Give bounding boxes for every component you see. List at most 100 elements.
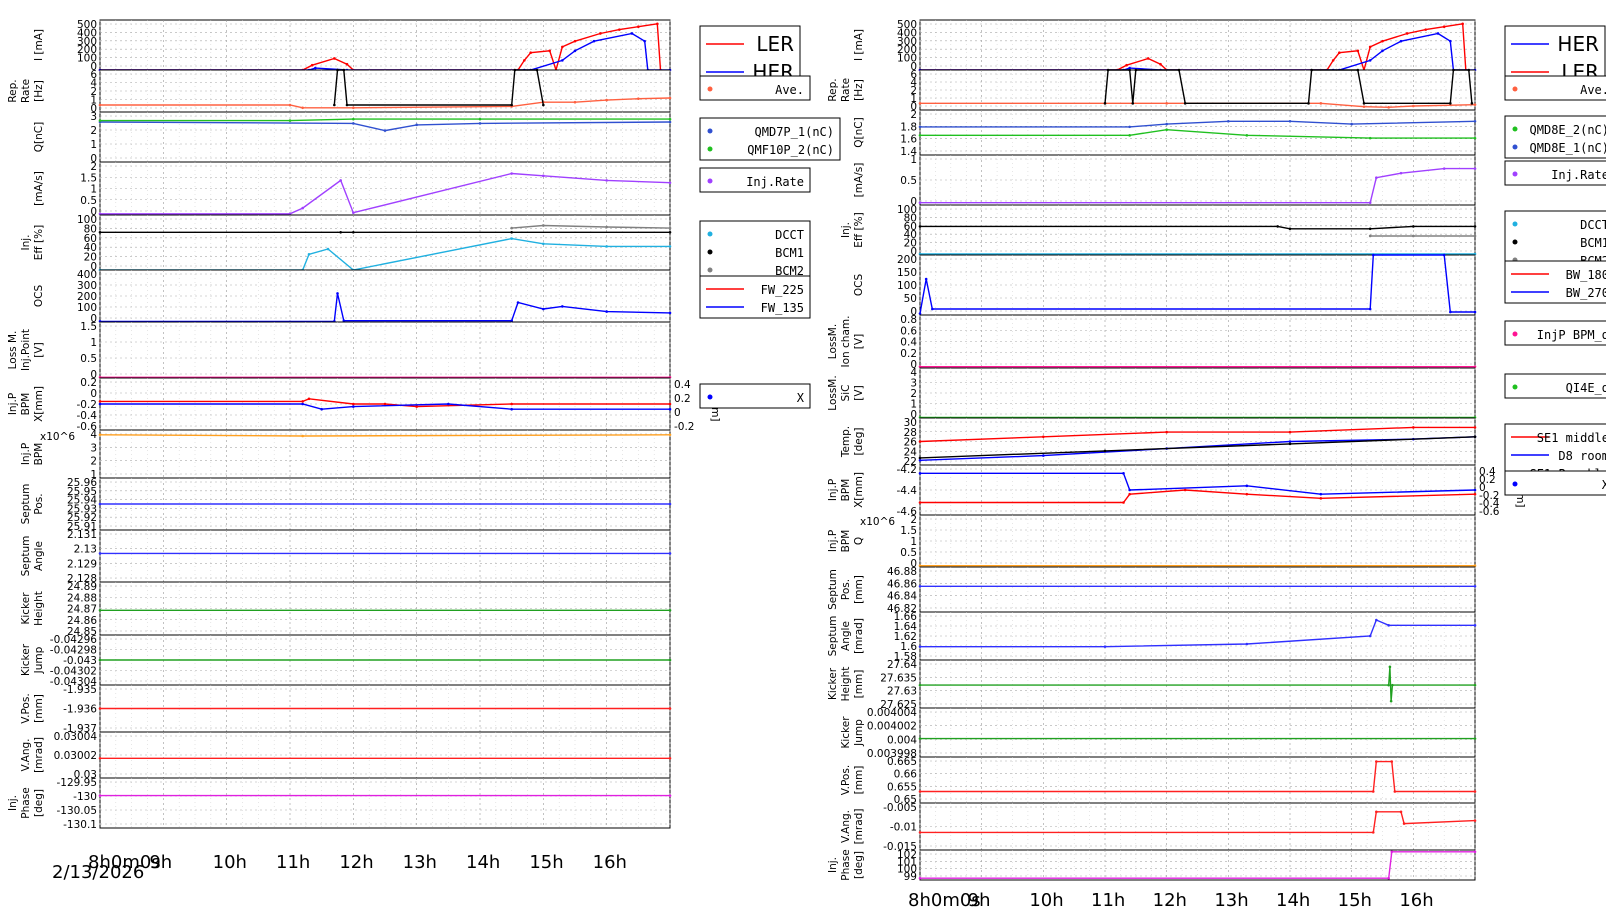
data-point <box>1467 68 1471 72</box>
y-tick-label: 200 <box>77 291 97 303</box>
y-tick-label: 46.88 <box>887 566 917 578</box>
y-tick-label: 80 <box>84 223 97 235</box>
legend-label: BW_180 <box>1566 268 1606 282</box>
y-tick-label: 24.89 <box>67 581 97 593</box>
legend-label: LER <box>756 32 794 56</box>
series-qmd8e-2 <box>920 128 1475 139</box>
legend-box <box>1504 373 1606 399</box>
y-axis-label: Inj. <box>20 234 32 250</box>
y-tick-label: 0.4 <box>900 337 917 349</box>
legend-marker <box>707 86 713 92</box>
x-tick-label: 14h <box>466 852 500 873</box>
series-vp <box>920 760 1475 793</box>
data-point <box>516 301 520 304</box>
y-tick-label: 0.5 <box>900 175 917 187</box>
y-tick-label: 0 <box>910 101 917 113</box>
y-tick-label: 0.66 <box>894 769 918 781</box>
y2-tick-label: 0.4 <box>674 379 691 391</box>
data-point <box>1449 102 1452 105</box>
y-axis-label: Pos. <box>33 493 45 514</box>
data-point <box>1165 430 1168 434</box>
data-point <box>668 794 672 797</box>
data-point <box>1473 564 1477 567</box>
y-tick-label: -0.01 <box>890 822 917 834</box>
data-point <box>1473 488 1477 492</box>
y-tick-label: 2.13 <box>74 544 97 556</box>
panel-injrate: 21.510.50 [mA/s] Inj.Rate <box>33 161 811 218</box>
data-point <box>918 645 922 648</box>
data-point <box>339 179 342 182</box>
data-point <box>1159 62 1162 66</box>
legend-box <box>1504 320 1606 346</box>
data-point <box>1319 102 1323 105</box>
y-axis-label: LossM. <box>827 375 839 410</box>
y-axis-label: V.Pos. <box>20 693 32 723</box>
y-tick-label: -0.4 <box>77 410 98 422</box>
y-axis-label: Inj.P <box>20 443 32 465</box>
data-point <box>352 402 355 406</box>
y-tick-label: 0.8 <box>900 314 917 326</box>
data-point <box>339 230 342 234</box>
x-tick-label: 12h <box>339 852 373 873</box>
scale-note: x10^6 <box>860 516 895 528</box>
legend-marker <box>707 128 713 134</box>
legend-box <box>699 275 811 319</box>
y-axis-label: [mrad] <box>853 618 865 654</box>
y-axis-label: Q[nC] <box>33 122 45 152</box>
data-point <box>1338 51 1341 54</box>
y-tick-label: 0 <box>910 196 917 208</box>
panel-injrate: 1 0.5 0 [mA/s] Inj.Rate <box>853 154 1606 208</box>
y-tick-label: 0.003998 <box>867 748 917 760</box>
series-fw-135 <box>100 293 671 323</box>
data-point <box>1473 790 1477 793</box>
panel-bpm_x: -4.2-4.4-4.60.40.20-0.2-0.4-0.6Y[mm]Inj.… <box>827 464 1606 518</box>
panel-v_ang: -0.005 -0.01 -0.015 V.Ang. [mrad] <box>840 802 1477 853</box>
y-axis-label: Height <box>840 667 852 702</box>
y-axis-label: SiC <box>840 385 852 402</box>
y-axis-label: Inj. <box>827 857 839 873</box>
y-tick-label: 100 <box>77 302 97 314</box>
y-tick-label: 100 <box>897 280 917 292</box>
data-point <box>1368 634 1372 638</box>
data-point <box>1183 102 1187 105</box>
y-axis-label: [mm] <box>853 575 865 604</box>
data-point <box>478 117 482 121</box>
data-point <box>1473 737 1477 740</box>
y-tick-label: -4.2 <box>897 464 918 476</box>
data-point <box>918 472 922 475</box>
y-tick-label: 0 <box>910 306 917 318</box>
data-point <box>668 608 672 612</box>
y-axis-label: I [mA] <box>853 29 865 61</box>
data-point <box>98 103 102 107</box>
legend-label: HER <box>1557 32 1599 56</box>
data-point <box>1146 57 1150 60</box>
data-point <box>307 397 311 401</box>
y-tick-label: -129.95 <box>56 777 97 789</box>
y-tick-label: 300 <box>77 280 97 292</box>
legend-label: QI4E_d <box>1566 381 1606 395</box>
legend-label: Inj.Rate <box>746 175 804 189</box>
data-point <box>1245 642 1249 646</box>
legend-label: FW_135 <box>761 301 804 315</box>
y2-tick-label: 0.2 <box>674 393 691 405</box>
data-point <box>561 45 564 49</box>
data-point <box>1042 454 1045 457</box>
data-point <box>510 230 513 234</box>
legend: X <box>1504 470 1606 496</box>
y-tick-label: 2 <box>90 161 97 173</box>
data-point <box>510 172 513 175</box>
y-axis-label: BPM <box>33 443 45 466</box>
data-point <box>1375 176 1378 180</box>
data-point <box>1399 171 1403 175</box>
data-point <box>288 212 292 216</box>
data-point <box>1388 665 1392 669</box>
y-tick-label: 22 <box>904 456 917 468</box>
legend-label: QMF10P_2(nC) <box>747 143 834 157</box>
legend-label: QMD8E_1(nC) <box>1530 141 1606 155</box>
data-point <box>918 501 922 504</box>
y-tick-label: 2.128 <box>67 573 97 585</box>
data-point <box>1128 125 1131 129</box>
